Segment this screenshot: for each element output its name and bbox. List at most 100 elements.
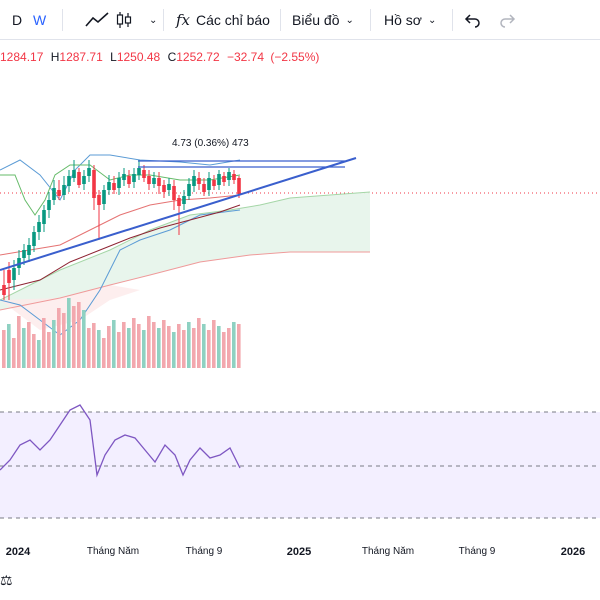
ohlc-legend: 1284.17 H1287.71 L1250.48 C1252.72 −32.7… (0, 49, 319, 65)
chart-type-menu-button[interactable]: Biểu đồ ⌄ (292, 0, 354, 40)
volume-bar (172, 332, 176, 368)
volume-bar (237, 324, 241, 368)
measure-label: 4.73 (0.36%) 473 (172, 138, 249, 149)
redo-button[interactable] (498, 0, 516, 40)
scale-icon[interactable]: ⚖ (0, 572, 13, 588)
ichimoku-cloud-green (0, 192, 370, 310)
candle-body (232, 174, 236, 180)
volume-bar (107, 326, 111, 368)
candlestick-icon (116, 12, 132, 28)
low-value: 1250.48 (116, 50, 161, 64)
candles-button[interactable] (115, 0, 133, 40)
high-label: H (50, 50, 60, 64)
volume-bar (137, 324, 141, 368)
volume-bars (2, 298, 241, 368)
volume-bar (92, 323, 96, 368)
interval-d-label: D (12, 12, 23, 28)
toolbar-divider (62, 9, 63, 31)
toolbar-divider (452, 9, 453, 31)
interval-w-button[interactable]: W (33, 0, 46, 40)
line-chart-button[interactable] (84, 0, 110, 40)
candle-body (227, 172, 231, 180)
candle-body (237, 178, 241, 194)
volume-bar (22, 328, 26, 368)
candle-body (7, 270, 11, 283)
bollinger-upper (0, 154, 241, 201)
candle-body (22, 250, 26, 258)
candle-body (147, 176, 151, 184)
candle-body (142, 170, 146, 178)
chikou-span (0, 164, 241, 216)
candle-body (27, 245, 31, 255)
volume-bar (117, 332, 121, 368)
volume-bar (42, 318, 46, 368)
candle-body (157, 178, 161, 186)
time-axis-label: Tháng 9 (185, 546, 223, 557)
moving-average-dark (0, 204, 241, 291)
volume-bar (142, 330, 146, 368)
redo-icon (500, 14, 516, 28)
candle-body (192, 176, 196, 186)
candle-body (117, 178, 121, 188)
volume-bar (162, 320, 166, 368)
candle-body (102, 190, 106, 204)
volume-bar (72, 306, 76, 368)
change-percent: (−2.55%) (270, 50, 320, 64)
moving-average-red (0, 194, 241, 256)
volume-bar (152, 322, 156, 368)
candle-body (132, 174, 136, 182)
candle-body (82, 176, 86, 184)
candle-body (77, 172, 81, 185)
senkou-span-a (0, 191, 371, 301)
close-label: C (167, 50, 177, 64)
time-axis-label: Tháng Năm (86, 546, 140, 557)
volume-bar (232, 322, 236, 368)
undo-button[interactable] (464, 0, 482, 40)
volume-bar (222, 332, 226, 368)
volume-bar (112, 320, 116, 368)
volume-bar (97, 330, 101, 368)
candlestick-series (2, 160, 241, 300)
indicators-label: Các chỉ báo (196, 12, 270, 28)
candle-body (92, 170, 96, 198)
time-axis-label: Tháng 9 (458, 546, 496, 557)
candle-body (152, 178, 156, 184)
candle-body (97, 195, 101, 205)
undo-icon (464, 14, 480, 28)
indicators-button[interactable]: fx Các chỉ báo (176, 0, 270, 40)
time-axis-label: 2025 (286, 546, 312, 558)
volume-bar (57, 308, 61, 368)
volume-bar (147, 316, 151, 368)
rsi-band-background (0, 412, 600, 518)
candle-body (42, 210, 46, 224)
volume-bar (227, 328, 231, 368)
open-value: 1284.17 (0, 50, 44, 64)
candle-body (222, 176, 226, 182)
volume-bar (52, 320, 56, 368)
bollinger-lower (0, 209, 241, 336)
volume-bar (197, 318, 201, 368)
candle-body (47, 200, 51, 210)
candle-body (127, 176, 131, 184)
candle-body (197, 178, 201, 184)
volume-bar (217, 326, 221, 368)
profile-menu-button[interactable]: Hồ sơ ⌄ (384, 0, 436, 40)
price-chart-canvas[interactable]: 4.73 (0.36%) 473 (0, 40, 600, 540)
low-label: L (110, 50, 117, 64)
time-axis[interactable]: 2024 Tháng Năm Tháng 9 2025 Tháng Năm Th… (0, 540, 600, 564)
chart-style-dropdown[interactable]: ⌄ (143, 0, 157, 40)
interval-d-button[interactable]: D (12, 0, 22, 40)
candle-body (2, 285, 6, 295)
chevron-down-icon: ⌄ (345, 14, 354, 26)
candle-body (122, 174, 126, 180)
candle-body (107, 182, 111, 190)
volume-bar (2, 330, 6, 368)
toolbar-left-edge (0, 0, 8, 40)
candle-body (172, 186, 176, 200)
candle-body (57, 190, 61, 196)
candle-body (177, 198, 181, 206)
candle-body (137, 168, 141, 175)
ascending-trendline[interactable] (0, 157, 357, 271)
candle-body (72, 170, 76, 178)
top-toolbar: D W ⌄ fx Các chỉ báo Biểu đồ ⌄ Hồ sơ ⌄ (0, 0, 600, 40)
